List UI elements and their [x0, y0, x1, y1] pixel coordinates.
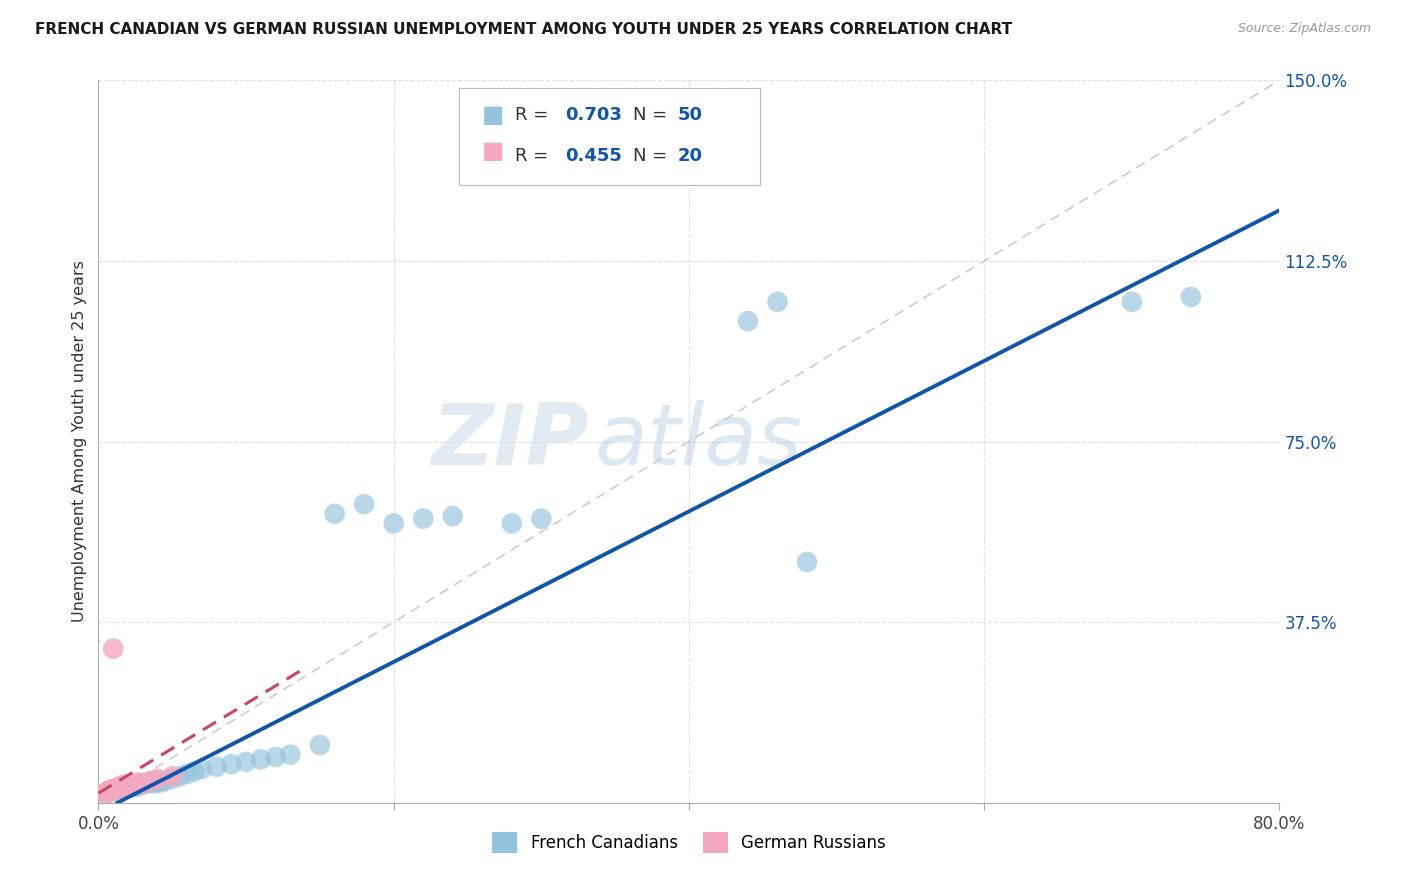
Point: [105, 782, 128, 797]
Text: Source: ZipAtlas.com: Source: ZipAtlas.com: [1237, 22, 1371, 36]
Point: [103, 784, 125, 798]
Point: [96, 785, 118, 799]
Point: [766, 294, 789, 309]
Point: [132, 776, 155, 790]
Point: [114, 777, 136, 791]
Point: [139, 774, 162, 789]
Text: N =: N =: [634, 147, 673, 165]
Point: [103, 782, 125, 797]
Point: [105, 781, 128, 796]
Point: [124, 777, 146, 791]
Point: [94, 786, 117, 800]
Point: [103, 641, 125, 656]
Point: [124, 777, 146, 791]
Point: [110, 780, 132, 795]
Point: [221, 757, 243, 772]
Text: atlas: atlas: [595, 400, 803, 483]
Text: ZIP: ZIP: [430, 400, 589, 483]
Point: [110, 782, 132, 797]
Text: FRENCH CANADIAN VS GERMAN RUSSIAN UNEMPLOYMENT AMONG YOUTH UNDER 25 YEARS CORREL: FRENCH CANADIAN VS GERMAN RUSSIAN UNEMPL…: [35, 22, 1012, 37]
Point: [112, 781, 135, 796]
Point: [191, 762, 214, 776]
Point: [97, 784, 120, 798]
Point: [412, 511, 434, 525]
Point: [128, 776, 150, 790]
Point: [264, 750, 287, 764]
Point: [97, 784, 120, 798]
Point: [205, 760, 228, 774]
Point: [183, 764, 205, 779]
Point: [353, 497, 375, 511]
Point: [128, 775, 150, 789]
Point: [127, 779, 149, 793]
Point: [530, 511, 553, 525]
Text: R =: R =: [516, 147, 554, 165]
Point: [103, 782, 125, 797]
Point: [143, 776, 166, 790]
Text: ■: ■: [482, 139, 505, 163]
Point: [110, 779, 132, 793]
Point: [120, 776, 142, 790]
Point: [117, 779, 139, 793]
Point: [146, 772, 169, 786]
Point: [382, 516, 405, 531]
Point: [94, 786, 117, 800]
Point: [132, 777, 155, 791]
Point: [110, 781, 132, 796]
Text: ■: ■: [482, 103, 505, 128]
Point: [309, 738, 332, 752]
Point: [135, 776, 157, 790]
Point: [139, 775, 162, 789]
Text: 50: 50: [678, 105, 702, 124]
Point: [121, 779, 143, 793]
Point: [117, 781, 139, 796]
Point: [153, 774, 176, 789]
Point: [280, 747, 302, 762]
Point: [501, 516, 523, 531]
Text: N =: N =: [634, 105, 673, 124]
Text: R =: R =: [516, 105, 554, 124]
Point: [169, 769, 191, 783]
Point: [149, 775, 172, 789]
Point: [146, 774, 169, 789]
Text: 0.703: 0.703: [565, 105, 621, 124]
Text: 20: 20: [678, 147, 702, 165]
Point: [107, 780, 129, 795]
Y-axis label: Unemployment Among Youth under 25 years: Unemployment Among Youth under 25 years: [72, 260, 87, 623]
Text: 0.455: 0.455: [565, 147, 621, 165]
Point: [103, 784, 125, 798]
Point: [98, 782, 121, 797]
Point: [1121, 294, 1143, 309]
Point: [737, 314, 759, 328]
Point: [1180, 290, 1202, 304]
Point: [441, 509, 464, 524]
Point: [114, 780, 136, 794]
Point: [117, 779, 139, 793]
Point: [107, 781, 129, 796]
Point: [120, 780, 142, 795]
Point: [250, 752, 273, 766]
Point: [162, 769, 183, 783]
Point: [176, 767, 198, 781]
Point: [98, 785, 121, 799]
Point: [162, 772, 183, 786]
Point: [124, 780, 146, 794]
Point: [235, 755, 257, 769]
Point: [323, 507, 346, 521]
Legend: French Canadians, German Russians: French Canadians, German Russians: [485, 826, 893, 860]
Point: [796, 555, 818, 569]
FancyBboxPatch shape: [458, 87, 759, 185]
